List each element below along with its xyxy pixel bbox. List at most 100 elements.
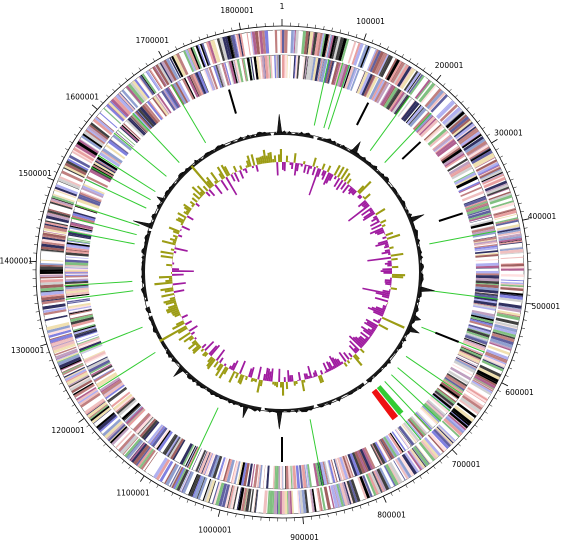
cds-feature xyxy=(434,137,453,153)
cds-feature xyxy=(282,465,284,489)
cds-feature xyxy=(383,436,398,458)
cds-feature xyxy=(126,439,144,460)
cds-feature xyxy=(94,116,114,134)
position-label: 800001 xyxy=(377,510,406,519)
cds-feature xyxy=(408,450,423,470)
minor-tick xyxy=(202,505,205,509)
minor-tick xyxy=(520,210,525,213)
cds-feature xyxy=(473,378,494,391)
cds-feature xyxy=(445,417,464,434)
cds-feature xyxy=(170,438,185,460)
cds-feature xyxy=(273,490,278,514)
cds-feature xyxy=(42,235,66,241)
cds-feature xyxy=(256,464,260,488)
cds-feature xyxy=(179,470,190,492)
cds-feature xyxy=(442,420,461,437)
cds-feature xyxy=(120,434,136,453)
gc-skew-negative xyxy=(384,262,392,265)
cds-feature xyxy=(95,159,117,173)
gc-skew-positive xyxy=(346,178,352,185)
cds-feature xyxy=(120,435,138,455)
cds-feature xyxy=(331,36,339,60)
cds-feature xyxy=(180,470,191,493)
gc-skew-positive xyxy=(196,185,206,195)
cds-feature xyxy=(109,425,128,444)
cds-feature xyxy=(415,444,431,464)
cds-feature xyxy=(253,56,259,80)
cds-feature xyxy=(219,457,227,480)
cds-feature xyxy=(293,55,296,79)
cds-feature xyxy=(79,192,102,203)
gc-skew-negative xyxy=(174,247,188,252)
cds-feature xyxy=(415,412,433,430)
cds-feature xyxy=(68,308,92,314)
minor-tick xyxy=(83,120,87,123)
minor-tick xyxy=(471,113,475,117)
gc-skew-negative xyxy=(348,344,358,354)
gc-skew-positive xyxy=(375,208,386,216)
gc-skew-negative xyxy=(230,362,236,371)
cds-feature xyxy=(147,424,164,444)
cds-feature xyxy=(51,197,74,206)
minor-tick xyxy=(519,335,523,338)
gc-skew-positive xyxy=(234,372,240,379)
cds-feature xyxy=(139,418,157,438)
cds-feature xyxy=(45,220,69,227)
cds-feature xyxy=(470,221,494,229)
cds-feature xyxy=(186,446,198,468)
cds-feature xyxy=(284,55,288,79)
cds-feature xyxy=(351,69,363,92)
major-tick xyxy=(522,218,530,221)
gc-skew-negative xyxy=(324,371,327,374)
gc-skew-positive xyxy=(244,375,247,377)
gc-skew-positive xyxy=(166,263,173,267)
cds-feature xyxy=(215,65,223,88)
minor-tick xyxy=(335,511,337,516)
cds-feature xyxy=(182,444,195,466)
gc-skew-negative xyxy=(361,201,368,207)
cds-feature xyxy=(468,212,492,221)
cds-feature xyxy=(236,59,244,83)
cds-feature xyxy=(489,338,513,349)
gc-skew-negative xyxy=(289,162,292,166)
gc-skew-positive xyxy=(177,327,188,334)
cds-feature xyxy=(73,211,96,220)
gc-skew-negative xyxy=(173,289,185,293)
rna-gene-mark xyxy=(313,58,330,126)
cds-feature xyxy=(330,484,339,509)
cds-feature xyxy=(487,345,511,356)
gc-skew-negative xyxy=(353,347,359,353)
major-tick xyxy=(39,343,47,347)
cds-feature xyxy=(414,79,431,100)
cds-feature xyxy=(224,484,233,508)
cds-feature xyxy=(286,490,289,514)
gc-skew-positive xyxy=(170,248,175,252)
gc-skew-negative xyxy=(306,164,309,167)
gc-skew-positive xyxy=(180,227,182,230)
gc-skew-negative xyxy=(383,232,386,235)
cds-feature xyxy=(493,210,517,219)
cds-feature xyxy=(245,488,252,512)
cds-feature xyxy=(359,72,371,95)
cds-feature xyxy=(66,243,90,248)
cds-feature xyxy=(153,95,169,116)
cds-feature xyxy=(443,151,464,166)
gc-skew-positive xyxy=(254,378,258,383)
cds-feature xyxy=(454,359,476,371)
gc-skew-positive xyxy=(187,328,189,331)
cds-feature xyxy=(345,455,354,478)
cds-feature xyxy=(127,408,145,425)
cds-feature xyxy=(83,130,105,147)
cds-feature xyxy=(413,413,431,432)
cds-feature xyxy=(476,372,498,385)
cds-feature xyxy=(130,115,148,134)
gc-skew-negative xyxy=(332,365,336,370)
cds-feature xyxy=(309,488,315,513)
cds-feature xyxy=(181,78,195,100)
gc-skew-positive xyxy=(378,323,389,331)
cds-feature xyxy=(261,30,267,54)
minor-tick xyxy=(371,39,374,44)
gc-skew-positive xyxy=(245,165,249,168)
cds-feature xyxy=(465,390,486,404)
cds-feature xyxy=(65,265,89,268)
